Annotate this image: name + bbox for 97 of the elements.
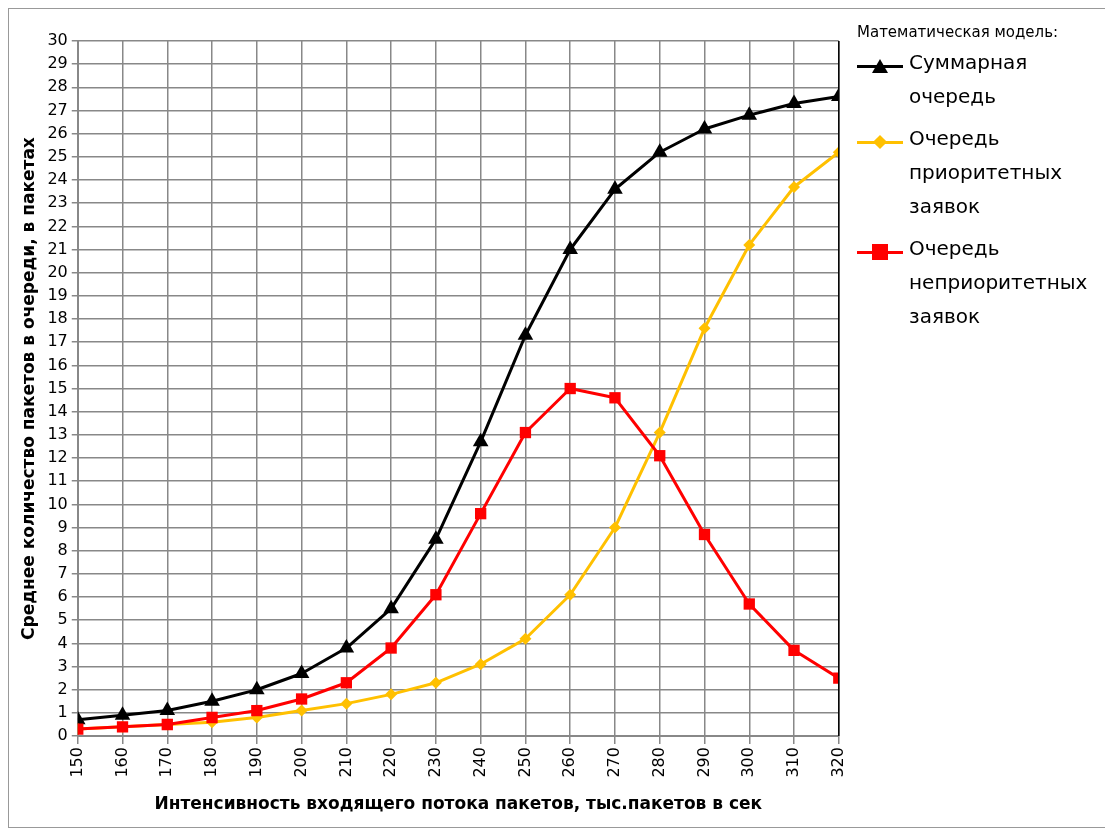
point — [519, 632, 532, 645]
y-tick-label: 28 — [47, 76, 68, 96]
point — [562, 240, 578, 255]
y-tick-label: 6 — [57, 586, 68, 606]
point — [204, 692, 220, 706]
y-tick-label: 10 — [47, 493, 68, 513]
y-tick-label: 14 — [47, 400, 68, 420]
legend-label: Суммарная очередь — [909, 49, 1029, 110]
point — [786, 94, 802, 109]
x-tick-label: 230 — [425, 747, 445, 778]
y-tick-label: 16 — [47, 354, 68, 374]
point — [607, 180, 623, 194]
y-tick-label: 26 — [47, 122, 68, 142]
x-tick-label: 270 — [604, 747, 624, 778]
x-tick-label: 210 — [335, 747, 355, 778]
point — [385, 688, 398, 701]
x-tick-label: 160 — [111, 747, 131, 778]
y-tick-label: 15 — [47, 377, 68, 397]
point — [698, 528, 711, 541]
point — [429, 676, 442, 689]
point — [609, 392, 621, 404]
point — [249, 680, 265, 695]
x-axis-title: Интенсивность входящего потока пакетов, тыс.пакетов в сек — [154, 793, 763, 814]
point — [295, 693, 308, 705]
point — [564, 588, 577, 601]
point — [430, 589, 442, 601]
y-tick-label: 27 — [47, 99, 68, 119]
y-tick-label: 13 — [47, 424, 68, 444]
y-tick-label: 24 — [47, 169, 68, 189]
y-tick-label: 12 — [47, 447, 68, 467]
point — [472, 432, 489, 447]
point — [651, 143, 668, 157]
point — [338, 639, 355, 653]
y-tick-label: 5 — [57, 609, 68, 629]
point — [743, 598, 755, 610]
y-tick-label: 11 — [47, 470, 68, 490]
x-tick-label: 190 — [245, 747, 265, 778]
point — [788, 180, 801, 193]
point — [340, 697, 353, 710]
y-tick-label: 3 — [57, 655, 68, 675]
x-tick-label: 180 — [201, 747, 221, 778]
legend-title: Математическая модель: — [857, 23, 1060, 41]
point — [295, 704, 308, 717]
y-tick-label: 1 — [57, 702, 68, 722]
x-tick-label: 280 — [648, 747, 668, 778]
point — [743, 238, 756, 251]
point — [114, 706, 131, 720]
y-tick-label: 19 — [47, 285, 68, 305]
x-tick-label: 250 — [514, 747, 534, 778]
y-tick-label: 25 — [47, 146, 68, 165]
point — [293, 664, 310, 679]
point — [788, 644, 800, 656]
y-axis-title: Среднее количество пакетов в очереди, в пакетах — [17, 137, 38, 640]
point — [251, 704, 263, 717]
point — [741, 106, 758, 120]
point — [517, 326, 534, 340]
point — [608, 521, 621, 534]
point — [340, 677, 353, 689]
x-tick-label: 220 — [380, 747, 400, 778]
y-tick-label: 22 — [47, 215, 68, 235]
y-tick-label: 4 — [57, 632, 68, 652]
y-tick-label: 8 — [57, 539, 68, 559]
point — [383, 599, 399, 614]
x-tick-label: 150 — [66, 747, 86, 778]
x-tick-label: 290 — [693, 747, 713, 778]
y-tick-label: 30 — [47, 30, 68, 50]
y-tick-label: 9 — [57, 516, 68, 536]
x-tick-label: 240 — [469, 747, 489, 778]
point — [474, 658, 487, 671]
y-tick-label: 2 — [57, 678, 68, 698]
x-tick-label: 260 — [559, 747, 579, 778]
y-tick-label: 18 — [47, 308, 68, 328]
x-tick-label: 170 — [156, 747, 176, 778]
legend-label: Очередь неприоритетных заявок — [909, 235, 1089, 330]
point — [428, 530, 444, 544]
x-tick-label: 300 — [738, 747, 758, 778]
point — [385, 642, 397, 654]
y-tick-label: 23 — [47, 192, 68, 212]
y-tick-label: 0 — [57, 725, 68, 745]
point — [519, 426, 532, 439]
x-tick-label: 200 — [290, 747, 310, 778]
point — [475, 507, 487, 520]
point — [206, 711, 218, 724]
x-tick-label: 310 — [783, 747, 803, 778]
point — [654, 450, 666, 462]
y-tick-label: 29 — [47, 53, 68, 73]
y-tick-label: 21 — [47, 238, 68, 258]
point — [653, 426, 666, 439]
point — [564, 382, 576, 395]
y-tick-label: 7 — [57, 563, 68, 583]
point — [698, 322, 711, 335]
legend-label: Очередь приоритетных заявок — [909, 125, 1063, 220]
point — [159, 701, 176, 716]
y-tick-label: 17 — [47, 331, 68, 351]
x-tick-label: 320 — [827, 747, 847, 778]
point — [696, 120, 713, 134]
y-tick-label: 20 — [47, 261, 68, 281]
